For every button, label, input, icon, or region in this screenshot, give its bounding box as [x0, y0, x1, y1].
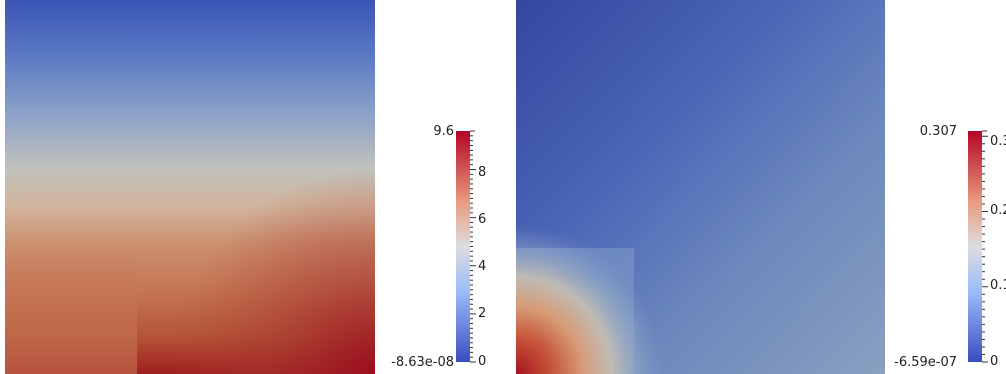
right-field-plot	[516, 0, 885, 374]
right-colorbar-gradient	[968, 131, 982, 362]
left-colorbar-tick-label: 4	[478, 259, 487, 274]
left-colorbar-tick-label: 6	[478, 212, 487, 227]
left-colorbar-ticks	[470, 130, 476, 363]
right-colorbar-ticks	[982, 130, 988, 363]
left-colorbar-tick-label: 8	[478, 165, 487, 180]
right-colorbar-min-label: -6.59e-07	[894, 355, 957, 370]
left-field-plot	[5, 0, 375, 374]
left-colorbar: 9.6 8 6 4 2 0 -8.63e-08	[380, 0, 510, 374]
left-colorbar-gradient	[456, 131, 470, 362]
left-colorbar-min-label: -8.63e-08	[391, 355, 454, 370]
right-colorbar-tick-label: 0.1	[990, 278, 1006, 293]
right-colorbar-tick-label: 0	[990, 354, 999, 369]
right-field-image	[516, 0, 885, 374]
right-colorbar: 0.307 0.3 0.2 0.1 0 -6.59e-07	[888, 0, 1006, 374]
right-colorbar-max-label: 0.307	[919, 124, 957, 139]
left-field-image	[5, 0, 375, 374]
right-colorbar-tick-label: 0.2	[990, 203, 1006, 218]
left-colorbar-tick-label: 0	[478, 354, 487, 369]
right-colorbar-tick-label: 0.3	[990, 134, 1006, 149]
left-colorbar-tick-label: 2	[478, 306, 487, 321]
left-colorbar-max-label: 9.6	[433, 124, 454, 139]
